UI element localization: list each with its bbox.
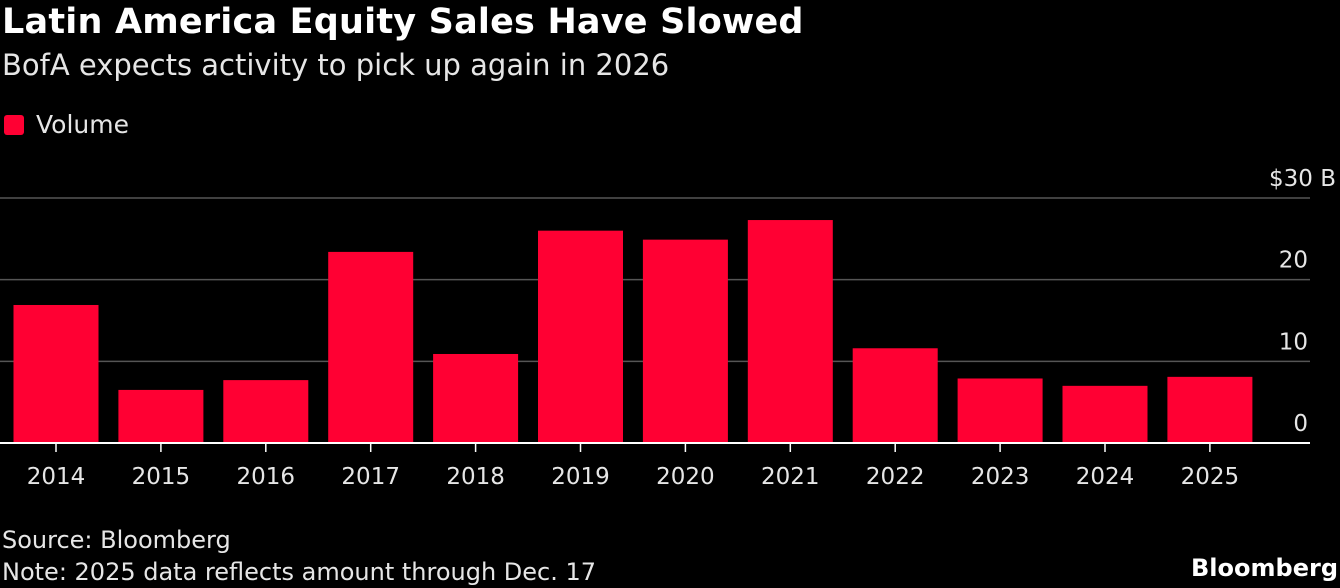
chart-subtitle: BofA expects activity to pick up again i… bbox=[2, 48, 670, 82]
y-tick-label: 0 bbox=[1293, 411, 1308, 437]
x-tick-label: 2015 bbox=[132, 464, 191, 490]
x-tick-label: 2019 bbox=[551, 464, 610, 490]
y-axis-labels: 0 10 20 $30 B bbox=[1269, 166, 1336, 437]
x-tick-label: 2018 bbox=[446, 464, 505, 490]
legend: Volume bbox=[4, 110, 129, 139]
source-note: Source: Bloomberg bbox=[2, 526, 231, 554]
x-tick-label: 2024 bbox=[1076, 464, 1135, 490]
bloomberg-logo: Bloomberg bbox=[1191, 554, 1338, 582]
bar-2016 bbox=[223, 380, 309, 443]
x-tick-label: 2014 bbox=[27, 464, 86, 490]
bar-2017 bbox=[328, 251, 414, 443]
bar-2018 bbox=[433, 353, 519, 443]
bar-2015 bbox=[118, 389, 204, 443]
bar-2022 bbox=[852, 348, 938, 443]
bar-2023 bbox=[957, 378, 1043, 443]
x-tick-label: 2025 bbox=[1181, 464, 1240, 490]
bar-2020 bbox=[642, 239, 728, 443]
x-tick-label: 2017 bbox=[341, 464, 400, 490]
legend-label-volume: Volume bbox=[36, 110, 129, 139]
data-note: Note: 2025 data reflects amount through … bbox=[2, 558, 597, 586]
bar-2024 bbox=[1062, 385, 1148, 443]
x-tick-label: 2016 bbox=[237, 464, 296, 490]
chart-title: Latin America Equity Sales Have Slowed bbox=[2, 2, 804, 42]
x-axis-labels: 2014 2015 2016 2017 2018 2019 2020 2021 2022 2023… bbox=[27, 464, 1239, 490]
x-tick-label: 2022 bbox=[866, 464, 925, 490]
legend-swatch-volume bbox=[4, 114, 24, 135]
bar-2025 bbox=[1167, 376, 1253, 443]
bar-2014 bbox=[13, 304, 99, 443]
x-tick-label: 2023 bbox=[971, 464, 1030, 490]
bar-2021 bbox=[747, 220, 833, 443]
x-axis bbox=[0, 442, 1310, 452]
bar-2019 bbox=[538, 230, 623, 443]
y-tick-label: $30 B bbox=[1269, 166, 1336, 192]
x-tick-label: 2021 bbox=[761, 464, 820, 490]
y-tick-label: 20 bbox=[1279, 248, 1308, 274]
x-tick-label: 2020 bbox=[656, 464, 715, 490]
bars bbox=[13, 220, 1253, 443]
y-tick-label: 10 bbox=[1279, 329, 1308, 355]
